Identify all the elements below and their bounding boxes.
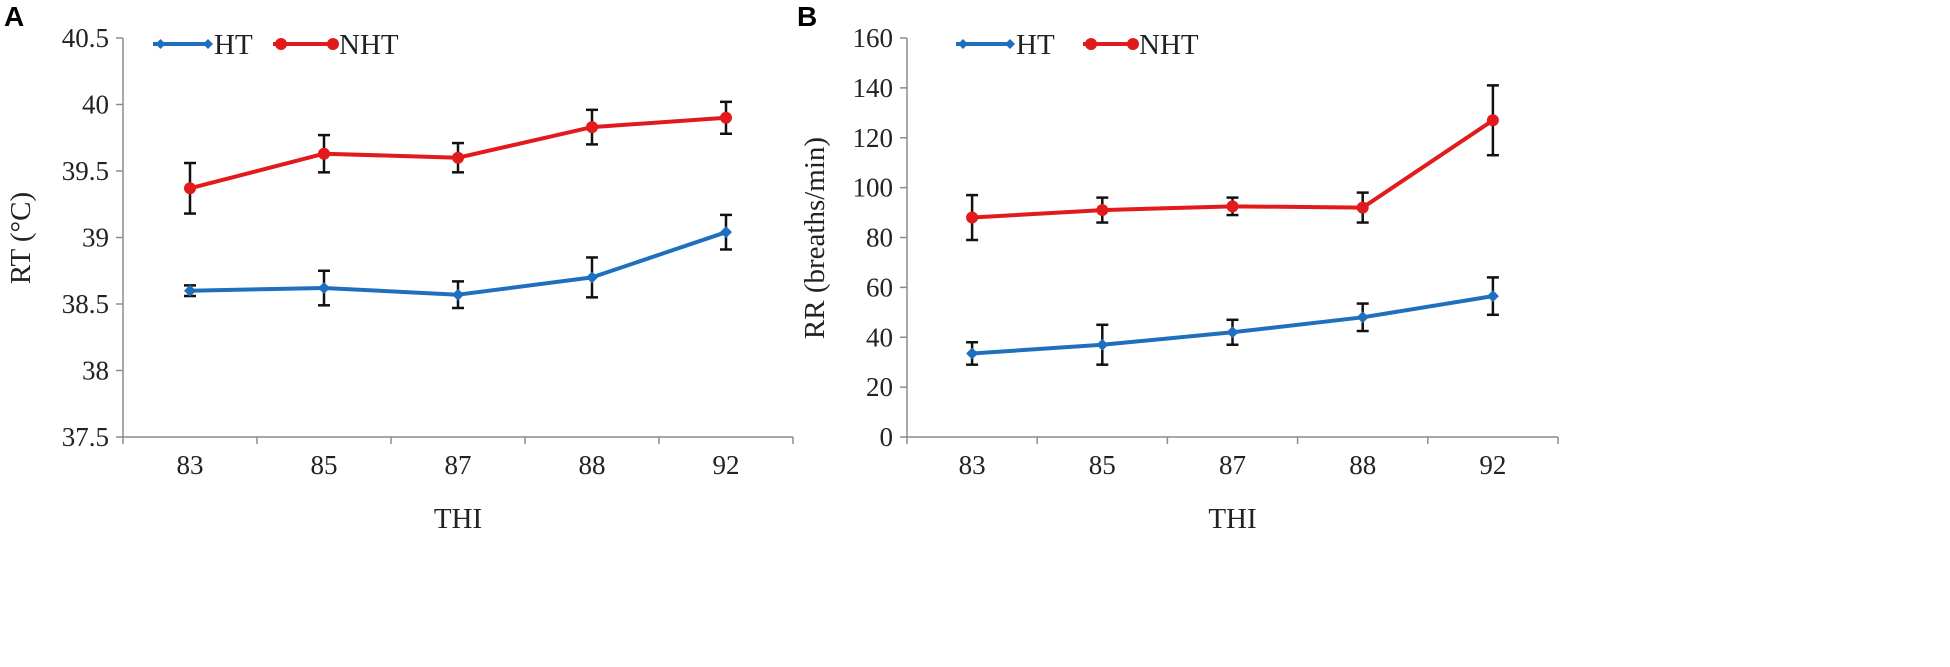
panel-b-legend-ht-marker [958, 39, 968, 49]
panel-b-series-nht-point [966, 211, 979, 224]
panel-b-y-tick-label: 60 [866, 272, 893, 302]
panel-a-series-ht-point [318, 282, 330, 295]
panel-a-series-nht-point [452, 151, 464, 164]
panel-a-series-nht [184, 100, 732, 215]
panel-b-y-tick-label: 100 [853, 173, 894, 203]
panel-b-legend: HT NHT [956, 29, 1199, 61]
panel-b-y-tick-label: 40 [866, 322, 893, 352]
panel-a-legend-ht-marker-end [203, 39, 213, 49]
panel-a-series-nht-point [184, 182, 196, 195]
panel-a-plot-area: 37.5 38 38.5 39 39.5 40 40.5 83 85 87 88 92 [62, 23, 794, 480]
panel-b-x-axis-title: THI [1208, 503, 1256, 535]
panel-b-x-tick-label: 92 [1479, 450, 1506, 480]
panel-b-series-nht-point [1356, 201, 1369, 214]
panel-a-legend-nht-marker-end [327, 38, 339, 50]
panel-b-legend-nht-marker [1085, 38, 1097, 50]
panel-a-series-ht-point [452, 288, 464, 301]
panel-a-series-ht-point [586, 271, 598, 284]
panel-b-y-tick-label: 20 [866, 372, 893, 402]
panel-b-x-tick-label: 87 [1219, 450, 1246, 480]
panel-a-legend-nht-label: NHT [339, 29, 399, 61]
panel-a-series-nht-point [720, 111, 732, 124]
panel-b-y-axis-title: RR (breaths/min) [799, 137, 831, 339]
panel-b-series-nht-point [1096, 204, 1109, 217]
panel-a-label: A [4, 1, 24, 32]
panel-b-series-ht-point [1356, 311, 1369, 324]
panel-a-y-tick-label: 38.5 [62, 289, 109, 319]
panel-a-y-tick-label: 40.5 [62, 23, 109, 53]
panel-b-label: B [797, 1, 817, 32]
panel-a-series-ht [184, 213, 732, 310]
panel-b-x-tick-label: 88 [1349, 450, 1376, 480]
panel-a-legend-ht-marker [155, 39, 166, 49]
panel-a-y-tick-label: 39 [82, 223, 109, 253]
panel-b-plot-area: 0 20 40 60 80 100 120 140 160 83 85 87 88 92 [853, 23, 1559, 480]
panel-a-legend: HT NHT [153, 29, 399, 61]
panel-a-y-tick-label: 37.5 [62, 422, 109, 452]
panel-b-y-tick-label: 160 [853, 23, 894, 53]
panel-b-legend-nht-marker-end [1127, 38, 1139, 50]
panel-a-y-tick-label: 40 [82, 90, 109, 120]
panel-a-y-axis-title: RT (°C) [5, 192, 37, 284]
panel-b-y-tick-label: 0 [880, 422, 894, 452]
panel-b-series-ht-point [1486, 290, 1499, 303]
panel-b-series-nht-point [1486, 114, 1499, 127]
panel-b-series-ht-point [1226, 326, 1239, 339]
panel-b-legend-ht-marker-end [1005, 39, 1015, 49]
panel-a-x-tick-label: 83 [177, 450, 204, 480]
panel-a-y-tick-label: 39.5 [62, 156, 109, 186]
panel-a-x-tick-label: 92 [713, 450, 740, 480]
panel-b-chart: B 0 20 40 60 80 100 120 140 160 83 85 87 88 92 THI RR… [797, 1, 1559, 535]
panel-b-y-tick-label: 80 [866, 223, 893, 253]
panel-a-y-tick-label: 38 [82, 356, 109, 386]
panel-b-x-tick-label: 83 [959, 450, 986, 480]
panel-a-series-ht-point [720, 226, 732, 239]
panel-b-series-ht-point [966, 347, 979, 360]
panel-b-x-tick-label: 85 [1089, 450, 1116, 480]
panel-b-series-ht-point [1096, 338, 1109, 351]
panel-a-x-tick-label: 88 [579, 450, 606, 480]
panel-a-legend-ht-label: HT [214, 29, 253, 61]
panel-a-x-axis-title: THI [434, 503, 482, 535]
panel-a-x-tick-label: 87 [445, 450, 472, 480]
panel-a-chart: A 37.5 38 38.5 39 39.5 40 40.5 83 85 87 88 92 THI R… [4, 1, 794, 535]
panel-a-legend-nht-marker [275, 38, 287, 50]
panel-b-y-tick-label: 120 [853, 123, 894, 153]
panel-a-x-tick-label: 85 [311, 450, 338, 480]
panel-a-series-nht-point [318, 147, 330, 160]
panel-b-series-nht-point [1226, 200, 1239, 213]
panel-b-y-tick-label: 140 [853, 73, 894, 103]
panel-a-series-ht-point [184, 284, 196, 297]
panel-b-legend-ht-label: HT [1016, 29, 1055, 61]
panel-b-series-nht [966, 84, 1499, 242]
panel-a-series-nht-point [586, 121, 598, 134]
panel-b-legend-nht-label: NHT [1139, 29, 1199, 61]
panel-b-series-ht [966, 276, 1499, 366]
